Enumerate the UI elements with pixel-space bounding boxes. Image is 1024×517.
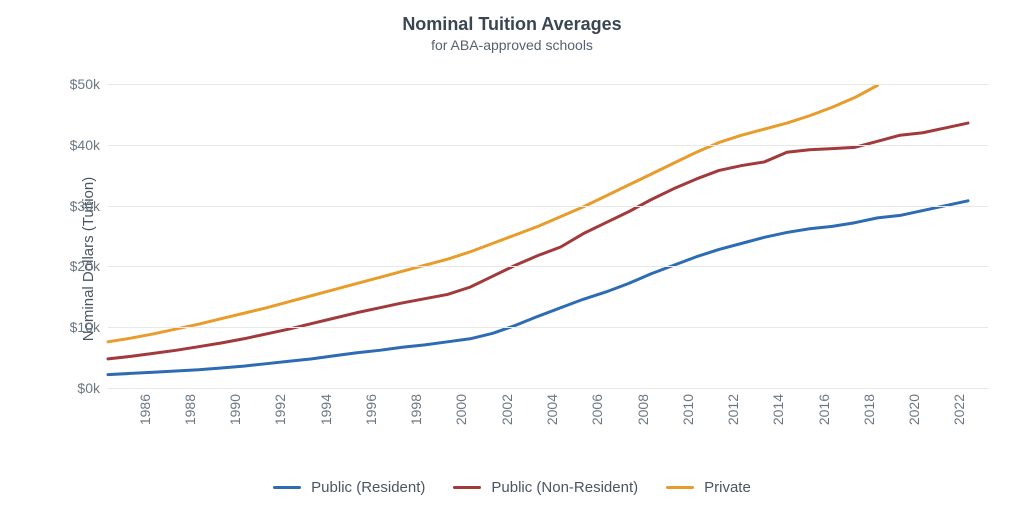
x-tick-label: 1988 — [182, 388, 198, 425]
x-tick-label: 2016 — [816, 388, 832, 425]
y-tick-label: $0k — [77, 380, 100, 396]
y-tick-label: $50k — [70, 76, 100, 92]
legend-label: Public (Resident) — [311, 479, 425, 496]
legend-label: Public (Non-Resident) — [491, 479, 638, 496]
x-tick-label: 2006 — [589, 388, 605, 425]
x-tick-label: 1986 — [137, 388, 153, 425]
x-tick-label: 1990 — [227, 388, 243, 425]
x-tick-label: 2020 — [906, 388, 922, 425]
chart-container: Nominal Tuition Averages for ABA-approve… — [0, 0, 1024, 517]
x-tick-label: 2008 — [635, 388, 651, 425]
chart-title: Nominal Tuition Averages — [0, 0, 1024, 35]
legend-item[interactable]: Private — [666, 479, 751, 496]
x-tick-label: 1998 — [408, 388, 424, 425]
x-tick-label: 2014 — [770, 388, 786, 425]
x-tick-label: 1994 — [318, 388, 334, 425]
legend-swatch — [453, 486, 481, 489]
x-tick-label: 1992 — [272, 388, 288, 425]
legend-label: Private — [704, 479, 751, 496]
y-tick-label: $10k — [70, 319, 100, 335]
x-tick-label: 2022 — [951, 388, 967, 425]
x-tick-label: 2004 — [544, 388, 560, 425]
x-tick-label: 2010 — [680, 388, 696, 425]
gridline — [108, 266, 988, 267]
legend-item[interactable]: Public (Non-Resident) — [453, 479, 638, 496]
x-tick-label: 1996 — [363, 388, 379, 425]
lines-layer — [108, 72, 988, 388]
y-tick-label: $20k — [70, 258, 100, 274]
gridline — [108, 145, 988, 146]
x-tick-label: 2002 — [499, 388, 515, 425]
legend-item[interactable]: Public (Resident) — [273, 479, 425, 496]
x-tick-label: 2000 — [453, 388, 469, 425]
y-tick-label: $40k — [70, 137, 100, 153]
x-tick-label: 2018 — [861, 388, 877, 425]
gridline — [108, 327, 988, 328]
series-line — [108, 85, 877, 341]
y-tick-label: $30k — [70, 198, 100, 214]
plot-area: $0k$10k$20k$30k$40k$50k19861988199019921… — [108, 72, 988, 388]
legend: Public (Resident) Public (Non-Resident) Pr… — [0, 476, 1024, 496]
chart-subtitle: for ABA-approved schools — [0, 37, 1024, 53]
series-line — [108, 123, 968, 359]
gridline — [108, 206, 988, 207]
legend-swatch — [666, 486, 694, 489]
gridline — [108, 84, 988, 85]
x-tick-label: 2012 — [725, 388, 741, 425]
legend-swatch — [273, 486, 301, 489]
